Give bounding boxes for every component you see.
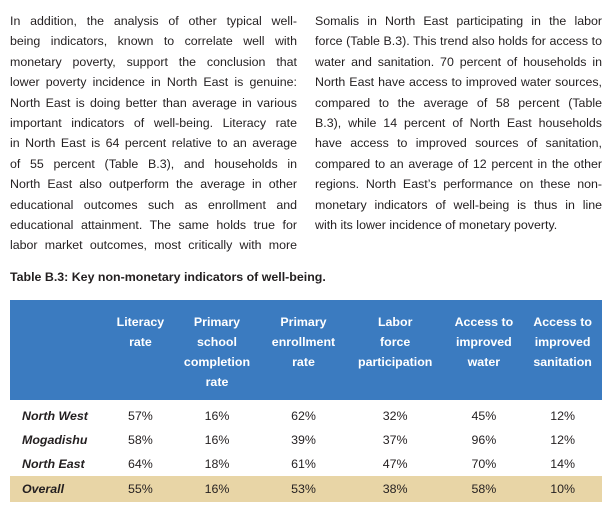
text-line: lower poverty incidence in North East is… [10, 75, 297, 90]
header-line: enrollment [271, 335, 336, 349]
table-cell: 16% [204, 409, 230, 423]
table-cell: 55% [108, 476, 173, 502]
table-cell: 37% [382, 433, 408, 447]
text-line: regions. North East’s performance on the… [315, 177, 602, 192]
text-line: monetary poverty, support the conclusion… [10, 54, 297, 69]
text-line: Somalis in North East participating in t… [315, 14, 602, 28]
table-cell: 16% [172, 476, 262, 502]
row-label: North West [22, 409, 88, 423]
header-line: participation [358, 355, 433, 369]
table-cell: 45% [471, 409, 497, 423]
header-primary-school-completion: Primary school completion rate [172, 300, 262, 400]
table-cell: 61% [291, 457, 316, 471]
text-line: of 55 percent (Table B.3), and household… [10, 156, 297, 171]
table-header: Literacy rate Primary school completion … [10, 300, 602, 400]
text-line: important indicators of well-being. Lite… [10, 116, 297, 131]
text-line: in North East is 64 percent relative to … [10, 136, 297, 151]
table-row-mogadishu: Mogadishu 58% 16% 39% 37% 96% 12% [10, 428, 602, 452]
right-paragraph: Somalis in North East participating in t… [315, 11, 602, 235]
text-line: with its lower incidence of monetary pov… [315, 218, 558, 233]
table-body: North West 57% 16% 62% 32% 45% 12% Mogad… [10, 400, 602, 502]
text-line: B.3), while 14 percent of North East hou… [315, 116, 602, 131]
header-line: completion [183, 355, 251, 369]
header-line: Primary [280, 315, 327, 329]
table-cell: 58% [128, 433, 153, 447]
left-column: In addition, the analysis of other typic… [10, 11, 297, 256]
table-cell: 53% [261, 476, 346, 502]
header-line: rate [292, 355, 315, 369]
header-corner-cell [10, 300, 108, 400]
table-title: Table B.3: Key non-monetary indicators o… [10, 270, 326, 284]
table-cell: 57% [128, 409, 153, 423]
header-line: improved [455, 335, 512, 349]
table-cell: 47% [382, 457, 408, 471]
table-cell: 12% [550, 409, 576, 423]
header-line: water [467, 355, 501, 369]
table-cell: 32% [382, 409, 408, 423]
header-line: force [380, 335, 411, 349]
header-line: Primary [193, 315, 241, 329]
left-paragraph: In addition, the analysis of other typic… [10, 11, 297, 256]
table-row-north-west: North West 57% 16% 62% 32% 45% 12% [10, 400, 602, 428]
text-line: North East is doing better than average … [10, 95, 297, 110]
text-line: monetary indicators of well-being is thu… [315, 197, 602, 212]
header-line: Access to [533, 315, 592, 329]
header-literacy-rate: Literacy rate [108, 300, 173, 400]
row-label: North East [22, 457, 85, 471]
table-cell: 10% [523, 476, 602, 502]
text-line: compared to an average of 12 percent in … [315, 156, 602, 171]
text-line: water and sanitation. 70 percent of hous… [315, 54, 602, 69]
text-line: have access to improved sources of sanit… [315, 136, 602, 151]
text-line: force (Table B.3). This trend also holds… [315, 34, 602, 49]
header-labor-force-participation: Labor force participation [345, 300, 445, 400]
header-line: improved [534, 335, 591, 349]
table-cell: 96% [471, 433, 497, 447]
table-cell: 62% [291, 409, 316, 423]
row-label: Mogadishu [22, 433, 88, 447]
header-line: rate [129, 335, 152, 349]
header-line: Labor [377, 315, 413, 329]
table-cell: 38% [345, 476, 445, 502]
header-improved-sanitation: Access to improved sanitation [523, 300, 602, 400]
header-line: Access to [454, 315, 514, 329]
header-line: Literacy [116, 315, 165, 329]
table-row-overall: Overall 55% 16% 53% 38% 58% 10% [10, 476, 602, 502]
header-improved-water: Access to improved water [444, 300, 524, 400]
row-label: Overall [10, 476, 108, 502]
header-line: school [197, 335, 237, 349]
table-cell: 58% [444, 476, 524, 502]
text-line: North East have access to improved water… [315, 75, 602, 90]
text-line: compared to the average of 58 percent (T… [315, 95, 602, 110]
right-column: Somalis in North East participating in t… [315, 11, 602, 256]
table-cell: 12% [550, 433, 576, 447]
text-line: educational outcomes such as enrollment … [10, 197, 297, 212]
table-cell: 64% [128, 457, 153, 471]
indicators-table: Literacy rate Primary school completion … [10, 300, 602, 502]
header-row: Literacy rate Primary school completion … [10, 300, 602, 400]
header-line: sanitation [533, 355, 592, 369]
header-primary-enrollment: Primary enrollment rate [261, 300, 346, 400]
table-cell: 70% [471, 457, 497, 471]
table-cell: 14% [550, 457, 576, 471]
text-line: North East also outperform the average i… [10, 177, 297, 192]
table-cell: 16% [204, 433, 230, 447]
table-row-north-east: North East 64% 18% 61% 47% 70% 14% [10, 452, 602, 476]
text-line: labor market outcomes, most critically w… [10, 238, 297, 253]
table-cell: 39% [291, 433, 316, 447]
text-line: being indicators, known to correlate wel… [10, 34, 297, 49]
text-line: In addition, the analysis of other typic… [10, 14, 297, 28]
body-text-columns: In addition, the analysis of other typic… [10, 11, 602, 256]
header-line: rate [205, 375, 229, 389]
text-line: educational attainment. The same holds t… [10, 218, 297, 233]
table-cell: 18% [204, 457, 230, 471]
